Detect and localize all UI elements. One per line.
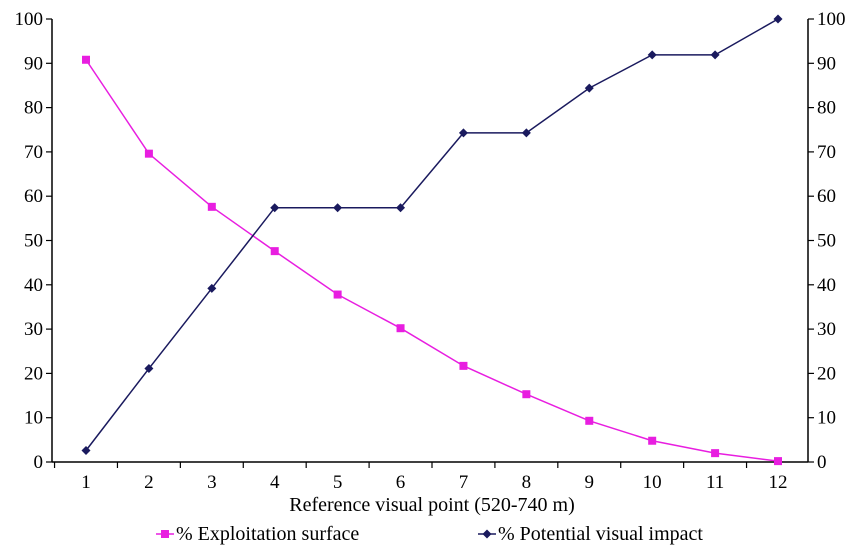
data-point bbox=[333, 290, 342, 299]
series-layer bbox=[81, 14, 783, 466]
data-point bbox=[521, 128, 531, 138]
legend-item: % Exploitation surface bbox=[156, 523, 359, 545]
data-point bbox=[459, 361, 468, 370]
left-y-tick-label: 10 bbox=[24, 408, 43, 429]
chart-axes bbox=[51, 19, 809, 463]
right-y-tick-label: 0 bbox=[817, 452, 827, 473]
legend-marker bbox=[482, 529, 492, 539]
left-y-tick-label: 80 bbox=[24, 98, 43, 119]
data-point bbox=[81, 445, 91, 455]
right-y-tick-label: 20 bbox=[817, 363, 836, 384]
left-y-tick-label: 90 bbox=[24, 53, 43, 74]
legend-label: % Exploitation surface bbox=[176, 523, 359, 545]
x-tick-label: 7 bbox=[459, 472, 469, 493]
left-y-tick-label: 0 bbox=[34, 452, 44, 473]
right-y-tick-label: 80 bbox=[817, 98, 836, 119]
legend-item: % Potential visual impact bbox=[478, 523, 703, 545]
data-point bbox=[774, 457, 782, 466]
data-point bbox=[585, 416, 594, 425]
left-y-tick-label: 60 bbox=[24, 186, 43, 207]
left-y-tick-label: 70 bbox=[24, 142, 43, 163]
series-line bbox=[85, 18, 779, 451]
data-point bbox=[144, 364, 154, 374]
data-point bbox=[396, 203, 406, 213]
data-point bbox=[144, 149, 153, 158]
left-y-tick-label: 40 bbox=[24, 275, 43, 296]
data-point bbox=[458, 128, 468, 138]
x-tick-label: 9 bbox=[585, 472, 595, 493]
series-potential-visual-impact bbox=[81, 14, 783, 455]
right-y-tick-label: 60 bbox=[817, 186, 836, 207]
left-y-tick-label: 50 bbox=[24, 231, 43, 252]
right-y-tick-label: 40 bbox=[817, 275, 836, 296]
data-point bbox=[773, 14, 783, 24]
right-y-tick-label: 30 bbox=[817, 319, 836, 340]
legend-marker bbox=[161, 530, 169, 538]
legend: % Exploitation surface % Potential visual… bbox=[156, 523, 703, 545]
right-y-tick-label: 10 bbox=[817, 408, 836, 429]
x-tick-label: 11 bbox=[706, 472, 724, 493]
x-tick-label: 8 bbox=[522, 472, 532, 493]
right-y-tick-label: 100 bbox=[817, 9, 846, 30]
series-line bbox=[85, 59, 779, 462]
legend-label: % Potential visual impact bbox=[498, 523, 703, 545]
right-y-tick-label: 70 bbox=[817, 142, 836, 163]
left-y-axis-ticks: 0 10 20 30 40 50 60 70 80 90 100 bbox=[15, 9, 52, 473]
right-y-axis-ticks: 0 10 20 30 40 50 60 70 80 90 100 bbox=[808, 9, 846, 473]
data-point bbox=[333, 203, 343, 213]
data-point bbox=[270, 247, 279, 256]
right-y-tick-label: 90 bbox=[817, 53, 836, 74]
x-tick-label: 4 bbox=[270, 472, 280, 493]
x-tick-label: 12 bbox=[769, 472, 788, 493]
data-point bbox=[711, 449, 720, 458]
left-y-tick-label: 20 bbox=[24, 363, 43, 384]
x-tick-label: 1 bbox=[81, 472, 91, 493]
x-tick-label: 6 bbox=[396, 472, 406, 493]
x-axis-ticks: 1 2 3 4 5 6 7 8 9 10 11 12 bbox=[53, 462, 788, 493]
data-point bbox=[207, 202, 216, 211]
data-point bbox=[522, 390, 531, 399]
x-tick-label: 2 bbox=[144, 472, 154, 493]
x-tick-label: 5 bbox=[333, 472, 343, 493]
right-y-tick-label: 50 bbox=[817, 231, 836, 252]
x-tick-label: 10 bbox=[643, 472, 662, 493]
x-axis-title: Reference visual point (520-740 m) bbox=[289, 494, 574, 516]
data-point bbox=[648, 436, 657, 445]
data-point bbox=[396, 324, 405, 333]
data-point bbox=[207, 283, 217, 293]
left-y-tick-label: 30 bbox=[24, 319, 43, 340]
data-point bbox=[647, 50, 657, 60]
left-y-tick-label: 100 bbox=[15, 9, 44, 30]
data-point bbox=[82, 55, 90, 64]
x-tick-label: 3 bbox=[207, 472, 217, 493]
data-point bbox=[270, 203, 280, 213]
data-point bbox=[710, 50, 720, 60]
series-exploitation-surface bbox=[82, 55, 782, 466]
data-point bbox=[584, 83, 594, 93]
